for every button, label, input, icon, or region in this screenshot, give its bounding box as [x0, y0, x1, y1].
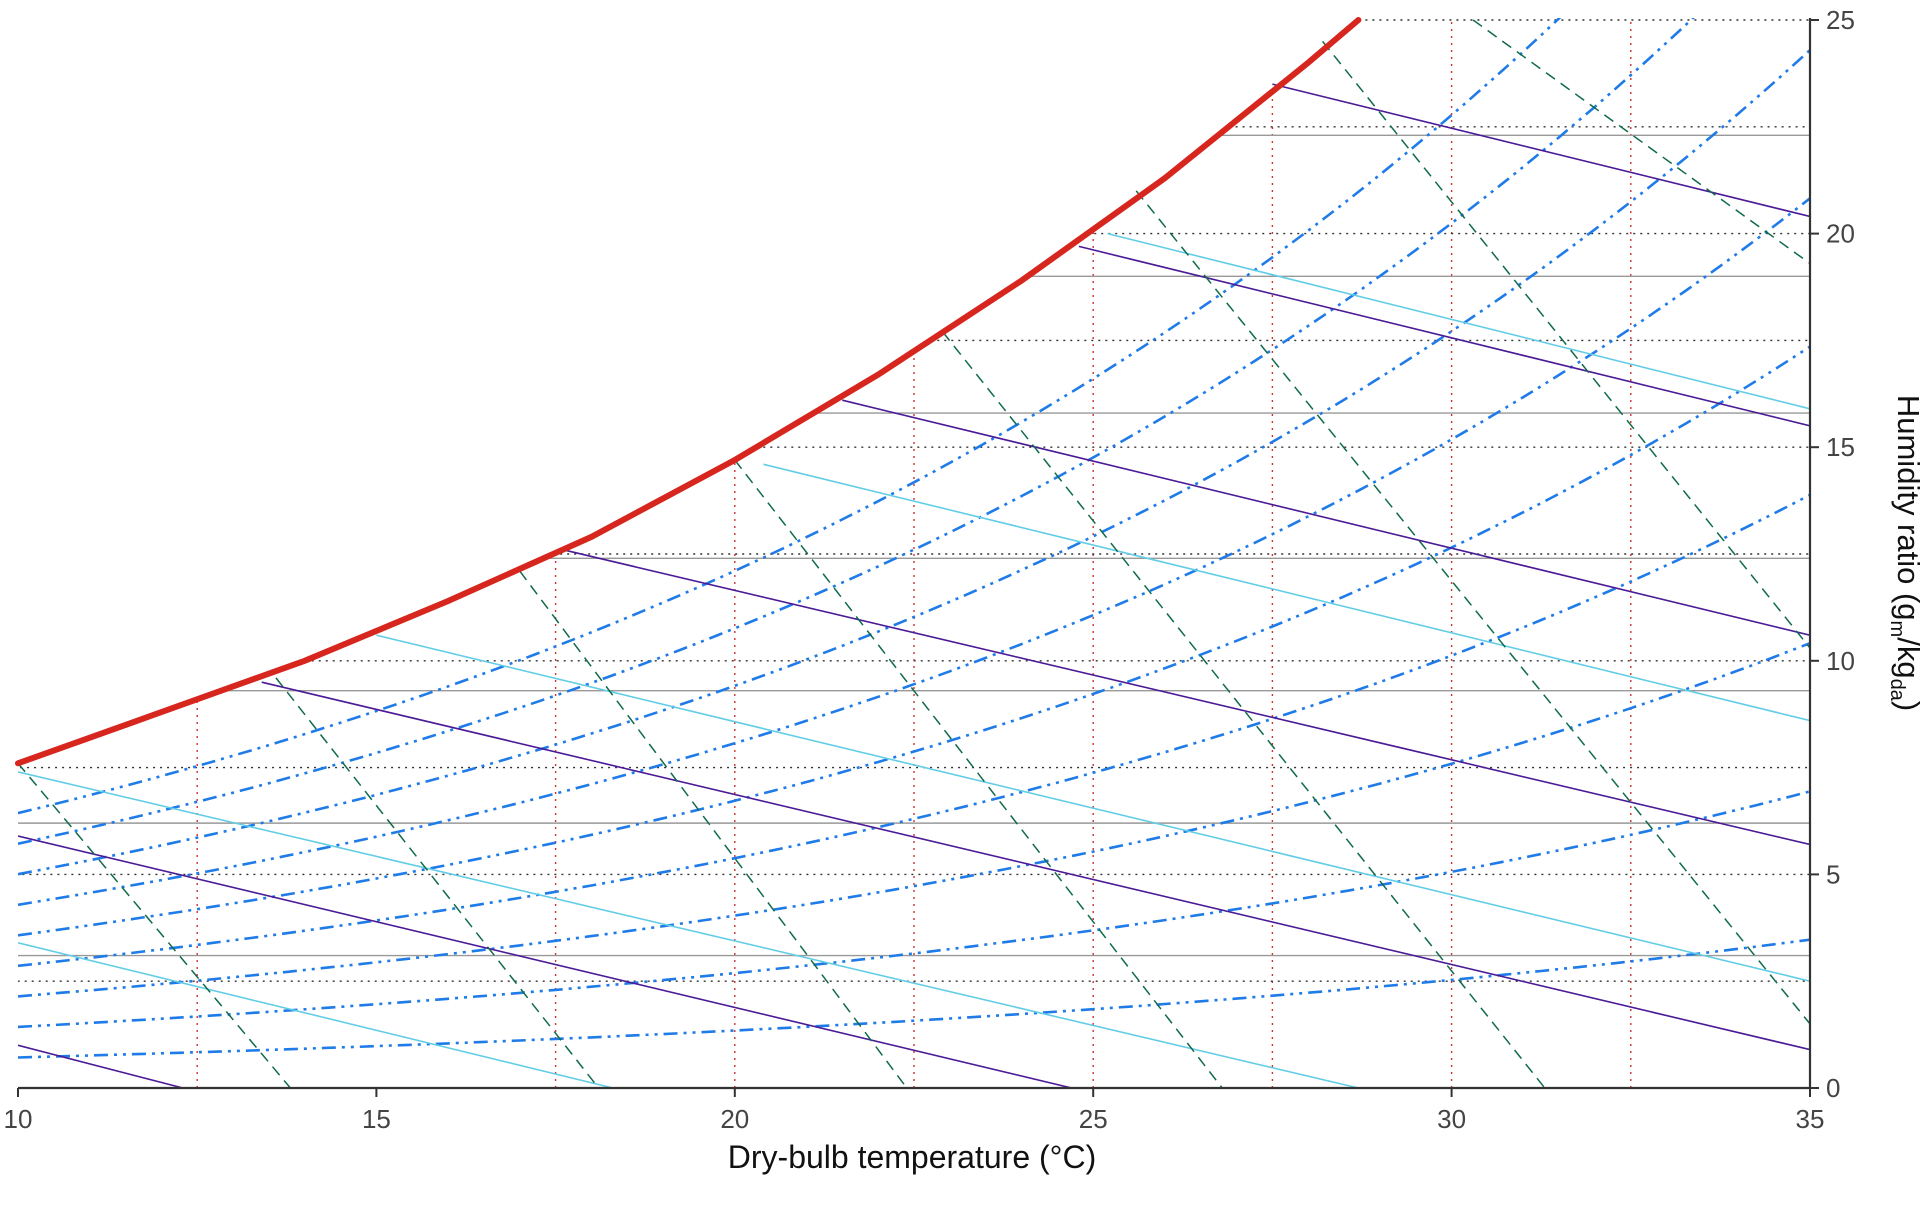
- saturation-layer: [15, 17, 1362, 767]
- wet-bulb-line: [1135, 190, 1810, 1025]
- saturation-curve: [15, 17, 1362, 767]
- x-axis-label: Dry-bulb temperature (°C): [728, 1139, 1096, 1175]
- relative-humidity-curve: [18, 49, 1810, 876]
- wet-bulb-line: [519, 570, 908, 1088]
- y-tick-label: 20: [1826, 219, 1855, 249]
- y-tick-label: 5: [1826, 859, 1840, 889]
- enthalpy-line: [261, 681, 1810, 1051]
- y-tick-label: 15: [1826, 432, 1855, 462]
- y-tick-label: 10: [1826, 646, 1855, 676]
- specific-volume-line: [763, 463, 1810, 722]
- y-axis-label-sub1: m: [1886, 621, 1908, 638]
- relative-humidity-curve: [18, 345, 1810, 937]
- y-tick-label: 0: [1826, 1073, 1840, 1103]
- x-tick-label: 20: [720, 1104, 749, 1134]
- wet-bulb-line: [18, 762, 291, 1088]
- enthalpy-line: [842, 399, 1810, 636]
- y-tick-label: 25: [1826, 5, 1855, 35]
- relative-humidity-curve: [18, 790, 1810, 1029]
- enthalpy-line: [1078, 245, 1810, 427]
- x-tick-label: 35: [1796, 1104, 1825, 1134]
- y-axis-label-mid: /kg: [1891, 637, 1920, 678]
- wet-bulb-line: [1322, 40, 1810, 649]
- specific-volume-line: [18, 942, 614, 1088]
- specific-volume-line: [376, 634, 1810, 982]
- grid-layer: [18, 19, 1810, 1088]
- wet-bulb-line: [734, 459, 1223, 1088]
- x-tick-label: 10: [4, 1104, 33, 1134]
- x-tick-label: 15: [362, 1104, 391, 1134]
- specific-volume-line: [18, 771, 1359, 1088]
- relative-humidity-curve: [18, 197, 1810, 907]
- y-axis-label-main: Humidity ratio (g: [1891, 395, 1920, 621]
- relative-humidity-curve: [18, 18, 1562, 815]
- x-tick-label: 30: [1437, 1104, 1466, 1134]
- specific-volume-line: [1107, 232, 1810, 410]
- y-axis-label-sub2: da: [1886, 679, 1908, 702]
- relative-humidity-curve: [18, 938, 1810, 1059]
- enthalpy-line: [562, 548, 1810, 846]
- wet-bulb-line: [1472, 19, 1810, 265]
- y-axis-label: Humidity ratio (gm/kgda): [1886, 395, 1920, 711]
- x-tick-label: 25: [1079, 1104, 1108, 1134]
- y-axis-label-end: ): [1891, 701, 1920, 711]
- curve-layer: [18, 18, 1810, 1088]
- enthalpy-line: [18, 1044, 184, 1088]
- relative-humidity-curve: [18, 641, 1810, 998]
- axes-layer: 10 15 20 25 30 350 5 10 15 20 25: [4, 5, 1855, 1134]
- relative-humidity-curve: [18, 18, 1695, 845]
- enthalpy-line: [1272, 83, 1810, 218]
- wet-bulb-line: [275, 677, 600, 1088]
- enthalpy-line: [18, 835, 1072, 1088]
